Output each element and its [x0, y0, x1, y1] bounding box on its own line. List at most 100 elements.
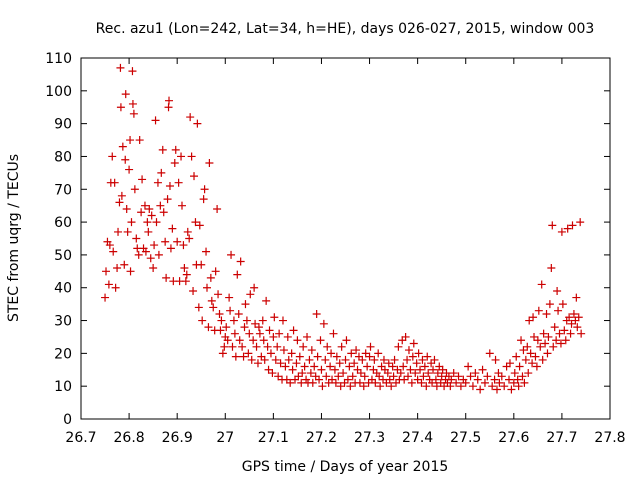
data-point-plus-marker: [323, 342, 332, 351]
data-point-plus-marker: [334, 372, 343, 381]
data-point-plus-marker: [130, 185, 139, 194]
data-point-plus-marker: [393, 365, 402, 374]
data-point-plus-marker: [324, 378, 333, 387]
data-point-plus-marker: [403, 355, 412, 364]
data-point-plus-marker: [523, 342, 532, 351]
data-point-plus-marker: [220, 342, 229, 351]
data-point-plus-marker: [236, 257, 245, 266]
data-point-plus-marker: [266, 349, 275, 358]
data-point-plus-marker: [117, 191, 126, 200]
data-point-plus-marker: [170, 159, 179, 168]
data-point-plus-marker: [126, 267, 135, 276]
data-point-plus-marker: [348, 372, 357, 381]
data-point-plus-marker: [292, 359, 301, 368]
data-point-plus-marker: [273, 342, 282, 351]
data-point-plus-marker: [257, 352, 266, 361]
data-point-plus-marker: [123, 227, 132, 236]
data-point-plus-marker: [288, 365, 297, 374]
data-point-plus-marker: [121, 90, 130, 99]
data-point-plus-marker: [532, 362, 541, 371]
data-point-plus-marker: [313, 352, 322, 361]
data-point-plus-marker: [342, 336, 351, 345]
data-point-plus-marker: [337, 342, 346, 351]
data-point-plus-marker: [367, 375, 376, 384]
data-point-plus-marker: [125, 165, 134, 174]
data-point-plus-marker: [151, 116, 160, 125]
x-tick-label: 26.7: [65, 430, 96, 446]
data-point-plus-marker: [557, 227, 566, 236]
data-point-plus-marker: [401, 332, 410, 341]
data-point-plus-marker: [411, 369, 420, 378]
data-point-plus-marker: [414, 349, 423, 358]
data-point-plus-marker: [156, 201, 165, 210]
data-point-plus-marker: [456, 382, 465, 391]
data-point-plus-marker: [295, 352, 304, 361]
data-point-plus-marker: [417, 378, 426, 387]
data-point-plus-marker: [141, 247, 150, 256]
data-point-plus-marker: [464, 362, 473, 371]
data-point-plus-marker: [366, 342, 375, 351]
data-point-plus-marker: [153, 178, 162, 187]
data-point-plus-marker: [206, 273, 215, 282]
data-point-plus-marker: [120, 260, 129, 269]
data-point-plus-marker: [336, 382, 345, 391]
data-point-plus-marker: [461, 378, 470, 387]
data-point-plus-marker: [113, 264, 122, 273]
data-point-plus-marker: [430, 355, 439, 364]
data-point-plus-marker: [202, 283, 211, 292]
data-point-plus-marker: [298, 369, 307, 378]
data-point-plus-marker: [409, 339, 418, 348]
data-point-plus-marker: [454, 372, 463, 381]
data-point-plus-marker: [158, 145, 167, 154]
data-point-plus-marker: [128, 99, 137, 108]
data-point-plus-marker: [406, 365, 415, 374]
data-point-plus-marker: [360, 372, 369, 381]
data-point-plus-marker: [144, 227, 153, 236]
data-point-plus-marker: [209, 303, 218, 312]
y-tick-label: 20: [54, 346, 72, 362]
data-point-plus-marker: [382, 378, 391, 387]
data-point-plus-marker: [567, 319, 576, 328]
data-point-plus-marker: [251, 319, 260, 328]
data-point-plus-marker: [505, 359, 514, 368]
y-tick-label: 80: [54, 149, 72, 165]
data-point-plus-marker: [260, 355, 269, 364]
data-point-plus-marker: [250, 283, 259, 292]
data-point-plus-marker: [563, 224, 572, 233]
data-point-plus-marker: [198, 316, 207, 325]
data-point-plus-marker: [556, 339, 565, 348]
data-point-plus-marker: [566, 329, 575, 338]
data-point-plus-marker: [255, 329, 264, 338]
data-point-plus-marker: [541, 339, 550, 348]
data-point-plus-marker: [490, 375, 499, 384]
data-point-plus-marker: [569, 309, 578, 318]
data-point-plus-marker: [183, 227, 192, 236]
data-point-plus-marker: [413, 375, 422, 384]
data-point-plus-marker: [202, 247, 211, 256]
data-point-plus-marker: [398, 336, 407, 345]
data-point-plus-marker: [404, 346, 413, 355]
data-point-plus-marker: [245, 329, 254, 338]
y-tick-label: 90: [54, 117, 72, 133]
data-point-plus-marker: [115, 198, 124, 207]
data-point-plus-marker: [509, 378, 518, 387]
data-point-plus-marker: [400, 375, 409, 384]
data-point-plus-marker: [361, 349, 370, 358]
data-point-plus-marker: [531, 352, 540, 361]
data-point-plus-marker: [550, 323, 559, 332]
data-point-plus-marker: [132, 234, 141, 243]
data-point-plus-marker: [548, 221, 557, 230]
data-point-plus-marker: [121, 155, 130, 164]
data-point-plus-marker: [110, 178, 119, 187]
data-point-plus-marker: [234, 309, 243, 318]
data-point-plus-marker: [247, 355, 256, 364]
data-point-plus-marker: [385, 375, 394, 384]
data-point-plus-marker: [495, 378, 504, 387]
data-point-plus-marker: [279, 346, 288, 355]
data-point-plus-marker: [199, 195, 208, 204]
data-point-plus-marker: [383, 369, 392, 378]
x-tick-label: 26.9: [162, 430, 193, 446]
data-point-plus-marker: [157, 168, 166, 177]
data-point-plus-marker: [435, 362, 444, 371]
